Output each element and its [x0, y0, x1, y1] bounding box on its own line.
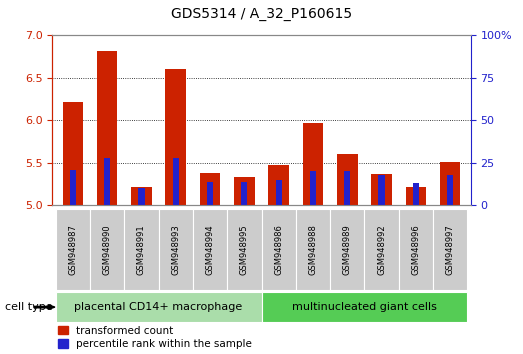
Bar	[330, 209, 365, 290]
Bar	[344, 171, 350, 205]
Bar	[207, 182, 213, 205]
Bar	[371, 174, 392, 205]
Text: GDS5314 / A_32_P160615: GDS5314 / A_32_P160615	[171, 7, 352, 21]
Text: multinucleated giant cells: multinucleated giant cells	[292, 302, 437, 312]
Text: GSM948986: GSM948986	[274, 224, 283, 275]
Bar	[268, 165, 289, 205]
Bar	[165, 69, 186, 205]
Bar	[158, 209, 193, 290]
Text: GSM948987: GSM948987	[69, 224, 77, 275]
Bar	[337, 154, 358, 205]
Bar	[241, 182, 247, 205]
Bar	[433, 209, 467, 290]
Bar	[440, 162, 460, 205]
Text: GSM948989: GSM948989	[343, 224, 352, 275]
Text: GSM948991: GSM948991	[137, 224, 146, 275]
Bar	[399, 209, 433, 290]
Bar	[234, 177, 255, 205]
Text: placental CD14+ macrophage: placental CD14+ macrophage	[74, 302, 243, 312]
Text: GSM948988: GSM948988	[309, 224, 317, 275]
Bar	[227, 209, 262, 290]
Bar	[104, 158, 110, 205]
Bar	[447, 175, 453, 205]
Text: GSM948995: GSM948995	[240, 224, 249, 275]
Bar	[70, 170, 76, 205]
Bar	[405, 187, 426, 205]
Bar	[303, 123, 323, 205]
Bar	[413, 183, 419, 205]
Text: GSM948990: GSM948990	[103, 224, 112, 275]
Bar	[276, 180, 282, 205]
Bar	[379, 175, 384, 205]
Bar	[296, 209, 330, 290]
Bar	[56, 209, 90, 290]
Bar	[200, 173, 220, 205]
Text: GSM948994: GSM948994	[206, 224, 214, 275]
Bar	[262, 292, 467, 322]
Bar	[97, 51, 118, 205]
Bar	[262, 209, 296, 290]
Bar	[193, 209, 227, 290]
Bar	[310, 171, 316, 205]
Text: cell type: cell type	[5, 302, 53, 312]
Text: GSM948993: GSM948993	[171, 224, 180, 275]
Text: GSM948996: GSM948996	[411, 224, 420, 275]
Bar	[124, 209, 158, 290]
Bar	[131, 187, 152, 205]
Bar	[56, 292, 262, 322]
Text: GSM948992: GSM948992	[377, 224, 386, 275]
Bar	[139, 188, 144, 205]
Bar	[173, 158, 179, 205]
Legend: transformed count, percentile rank within the sample: transformed count, percentile rank withi…	[58, 326, 252, 349]
Bar	[90, 209, 124, 290]
Bar	[365, 209, 399, 290]
Bar	[63, 102, 83, 205]
Text: GSM948997: GSM948997	[446, 224, 454, 275]
